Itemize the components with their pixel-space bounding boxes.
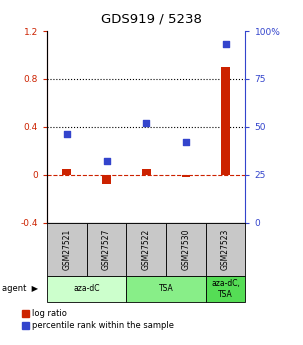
- Bar: [221, 67, 230, 175]
- Bar: [206, 276, 245, 302]
- Bar: [102, 175, 111, 184]
- Bar: [47, 223, 87, 276]
- Text: GSM27523: GSM27523: [221, 229, 230, 270]
- Point: [223, 42, 228, 47]
- Bar: [126, 276, 206, 302]
- Text: GDS919 / 5238: GDS919 / 5238: [101, 12, 202, 25]
- Bar: [47, 276, 126, 302]
- Point: [144, 120, 148, 126]
- Bar: [62, 169, 71, 175]
- Text: GSM27530: GSM27530: [181, 228, 190, 270]
- Bar: [142, 169, 151, 175]
- Bar: [181, 175, 190, 177]
- Point: [104, 158, 109, 164]
- Bar: [87, 223, 126, 276]
- Text: agent  ▶: agent ▶: [2, 284, 38, 294]
- Text: aza-dC: aza-dC: [73, 284, 100, 294]
- Text: GSM27521: GSM27521: [62, 229, 71, 270]
- Point: [64, 132, 69, 137]
- Text: GSM27522: GSM27522: [142, 229, 151, 270]
- Bar: [166, 223, 206, 276]
- Legend: log ratio, percentile rank within the sample: log ratio, percentile rank within the sa…: [22, 309, 174, 331]
- Point: [184, 139, 188, 145]
- Text: TSA: TSA: [159, 284, 173, 294]
- Text: aza-dC,
TSA: aza-dC, TSA: [211, 279, 240, 299]
- Bar: [206, 223, 245, 276]
- Bar: [126, 223, 166, 276]
- Text: GSM27527: GSM27527: [102, 229, 111, 270]
